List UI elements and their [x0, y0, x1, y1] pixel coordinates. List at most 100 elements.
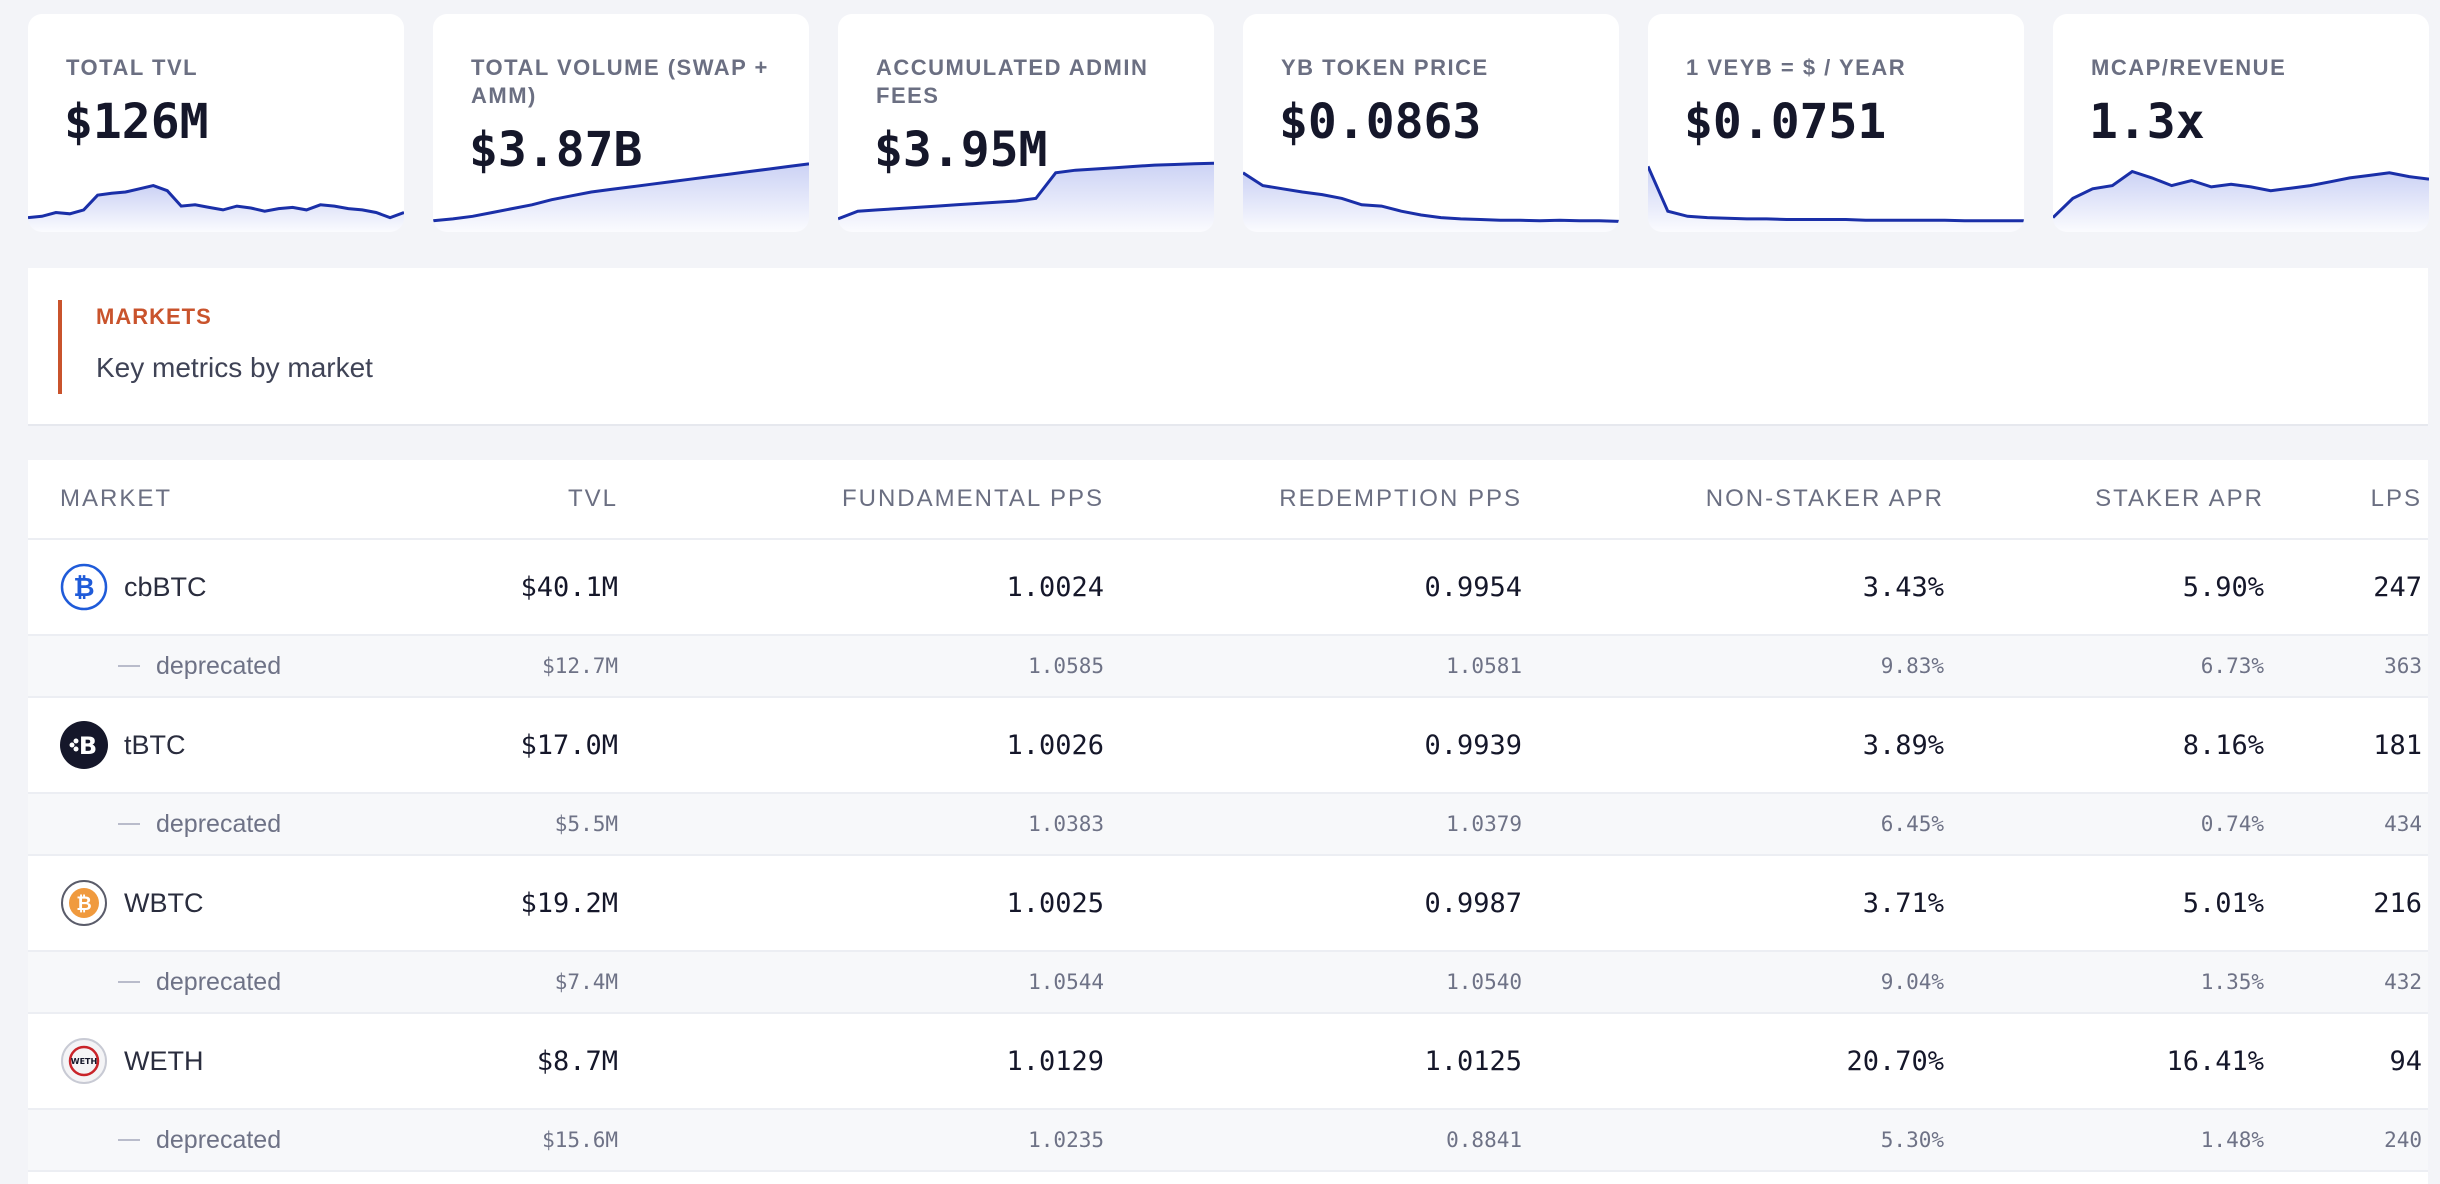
sparkline: [433, 162, 809, 232]
tvl-cell: $40.1M: [520, 571, 618, 603]
sparkline-line: [1648, 165, 2024, 223]
market-cell: WETH WETH: [60, 1014, 420, 1108]
svg-text:₿: ₿: [76, 893, 91, 915]
stat-card-value: $3.87B: [469, 122, 643, 178]
staker-apr-cell: 5.90%: [2182, 571, 2264, 603]
staker-apr-cell: 5.01%: [2182, 887, 2264, 919]
sparkline-area: [433, 163, 809, 232]
redemption-pps-cell: 0.8841: [1446, 1128, 1522, 1152]
table-row-deprecated[interactable]: deprecated $5.5M 1.0383 1.0379 6.45% 0.74% 434: [28, 794, 2428, 856]
tvl-cell: $12.7M: [542, 654, 618, 678]
stat-card-value: $0.0751: [1684, 94, 1887, 150]
table-row-market[interactable]: ₿ cbBTC $40.1M 1.0024 0.9954 3.43% 5.90% 247: [28, 540, 2428, 636]
column-header-market[interactable]: MARKET: [60, 485, 173, 512]
table-row-deprecated[interactable]: deprecated $12.7M 1.0585 1.0581 9.83% 6.73% 36…: [28, 636, 2428, 698]
market-cell: deprecated: [60, 636, 420, 696]
sparkline-line: [1243, 171, 1619, 223]
table-row-market[interactable]: ₿ WBTC $19.2M 1.0025 0.9987 3.71% 5.01% 216: [28, 856, 2428, 952]
non-staker-apr-cell: 3.43%: [1862, 571, 1944, 603]
stat-card-yb-token-price: YB TOKEN PRICE $0.0863: [1243, 14, 1619, 232]
stat-card-value: $0.0863: [1279, 94, 1482, 150]
markets-header-panel: MARKETS Key metrics by market: [28, 268, 2428, 426]
stat-card-mcap-revenue: MCAP/REVENUE 1.3x: [2053, 14, 2429, 232]
stat-card-label: TOTAL VOLUME (SWAP + AMM): [471, 55, 769, 108]
market-cell: deprecated: [60, 1110, 420, 1170]
market-cell: deprecated: [60, 952, 420, 1012]
stat-card-value: $3.95M: [874, 122, 1048, 178]
tvl-cell: $17.0M: [520, 729, 618, 761]
stat-card-value: $126M: [64, 94, 209, 150]
fundamental-pps-cell: 1.0383: [1028, 812, 1104, 836]
stat-card-value: 1.3x: [2089, 94, 2205, 150]
sparkline-area: [1243, 172, 1619, 232]
staker-apr-cell: 8.16%: [2182, 729, 2264, 761]
tbtc-icon: B: [60, 721, 108, 769]
stat-card-label: 1 VEYB = $ / YEAR: [1686, 55, 1907, 80]
stat-card-label: YB TOKEN PRICE: [1281, 55, 1489, 80]
table-header-row: MARKET TVL FUNDAMENTAL PPS REDEMPTION PP…: [28, 460, 2428, 540]
column-header-staker-apr[interactable]: STAKER APR: [2095, 485, 2264, 512]
svg-text:₿: ₿: [73, 573, 94, 603]
market-name: WBTC: [124, 887, 204, 918]
sparkline-line: [433, 162, 809, 223]
deprecated-label: deprecated: [156, 651, 282, 680]
tvl-cell: $15.6M: [542, 1128, 618, 1152]
section-subtitle: Key metrics by market: [96, 352, 373, 383]
sparkline-line: [2053, 169, 2429, 219]
svg-text:WETH: WETH: [71, 1057, 97, 1066]
staker-apr-cell: 1.48%: [2200, 1128, 2264, 1152]
stat-cards: TOTAL TVL $126M TOTAL VOLUME (SWAP + AMM…: [28, 14, 2429, 232]
indent-dash: [118, 1139, 140, 1141]
staker-apr-cell: 1.35%: [2200, 970, 2264, 994]
stat-card-label: TOTAL TVL: [66, 55, 199, 80]
deprecated-label: deprecated: [156, 1125, 282, 1154]
staker-apr-cell: 6.73%: [2200, 654, 2264, 678]
column-header-non-staker-apr[interactable]: NON-STAKER APR: [1705, 485, 1944, 512]
lps-cell: 216: [2373, 887, 2422, 919]
redemption-pps-cell: 1.0540: [1446, 970, 1522, 994]
indent-dash: [118, 665, 140, 667]
fundamental-pps-cell: 1.0025: [1006, 887, 1104, 919]
stat-card-admin-fees: ACCUMULATED ADMIN FEES $3.95M: [838, 14, 1214, 232]
svg-text:B: B: [79, 732, 97, 760]
stat-card-total-volume: TOTAL VOLUME (SWAP + AMM) $3.87B: [433, 14, 809, 232]
non-staker-apr-cell: 3.71%: [1862, 887, 1944, 919]
non-staker-apr-cell: 9.04%: [1880, 970, 1944, 994]
market-cell: ₿ WBTC: [60, 856, 420, 950]
staker-apr-cell: 0.74%: [2200, 812, 2264, 836]
table-row-deprecated[interactable]: deprecated $15.6M 1.0235 0.8841 5.30% 1.48% 24…: [28, 1110, 2428, 1172]
tvl-cell: $19.2M: [520, 887, 618, 919]
market-cell: deprecated: [60, 794, 420, 854]
staker-apr-cell: 16.41%: [2166, 1045, 2264, 1077]
sparkline: [838, 161, 1214, 232]
sparkline-area: [838, 163, 1214, 232]
deprecated-label: deprecated: [156, 809, 282, 838]
column-header-tvl[interactable]: TVL: [567, 485, 618, 512]
table-row-market[interactable]: WETH WETH $8.7M 1.0129 1.0125 20.70% 16.41% 94: [28, 1014, 2428, 1110]
redemption-pps-cell: 0.9954: [1424, 571, 1522, 603]
fundamental-pps-cell: 1.0026: [1006, 729, 1104, 761]
non-staker-apr-cell: 3.89%: [1862, 729, 1944, 761]
column-header-redemption-pps[interactable]: REDEMPTION PPS: [1279, 485, 1522, 512]
column-header-fundamental-pps[interactable]: FUNDAMENTAL PPS: [841, 485, 1104, 512]
sparkline: [28, 184, 404, 232]
sparkline: [1243, 171, 1619, 232]
market-name: tBTC: [124, 729, 186, 760]
column-header-lps[interactable]: LPS: [2370, 485, 2422, 512]
fundamental-pps-cell: 1.0024: [1006, 571, 1104, 603]
tvl-cell: $8.7M: [536, 1045, 618, 1077]
table-row-deprecated[interactable]: deprecated $7.4M 1.0544 1.0540 9.04% 1.35% 432: [28, 952, 2428, 1014]
sparkline-area: [2053, 171, 2429, 232]
market-cell: ₿ cbBTC: [60, 540, 420, 634]
stat-card-total-tvl: TOTAL TVL $126M: [28, 14, 404, 232]
stat-card-label: ACCUMULATED ADMIN FEES: [876, 55, 1149, 108]
lps-cell: 94: [2389, 1045, 2422, 1077]
redemption-pps-cell: 0.9987: [1424, 887, 1522, 919]
indent-dash: [118, 823, 140, 825]
lps-cell: 363: [2384, 654, 2422, 678]
cbbtc-icon: ₿: [60, 563, 108, 611]
redemption-pps-cell: 1.0125: [1424, 1045, 1522, 1077]
sparkline: [1648, 165, 2024, 232]
